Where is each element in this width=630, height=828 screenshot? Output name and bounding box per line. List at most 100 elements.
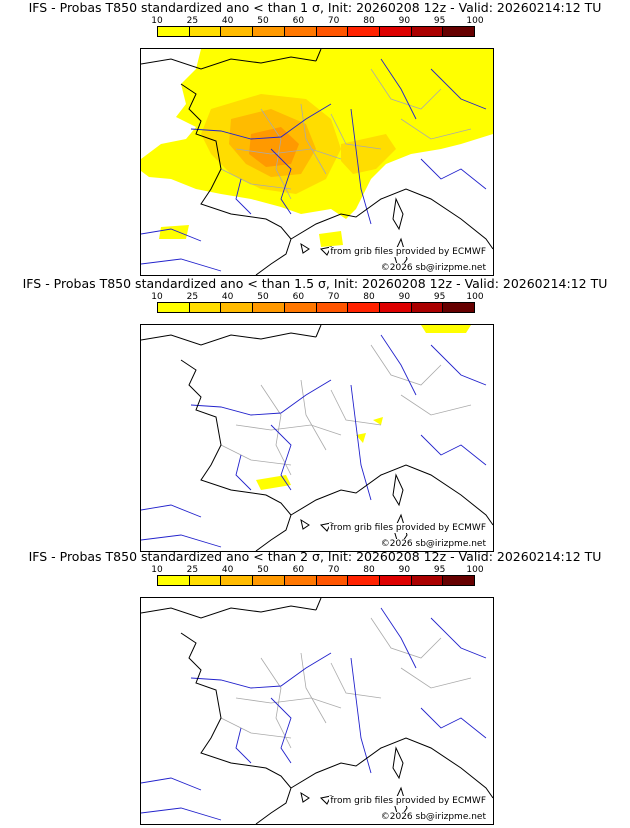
panel-title: IFS - Probas T850 standardized ano < tha…: [28, 549, 602, 564]
shade-50-percent: [249, 127, 299, 167]
ecmwf-credit: from grib files provided by ECMWF: [329, 796, 487, 806]
panel-title: IFS - Probas T850 standardized ano < tha…: [22, 276, 608, 291]
colorbar-swatch: [158, 576, 190, 585]
colorbar-tick-label: 100: [466, 292, 484, 302]
colorbar-tick-label: 60: [292, 565, 305, 575]
colorbar-swatch: [443, 27, 475, 36]
colorbar-swatch: [253, 27, 285, 36]
shade-10-percent-east: [341, 134, 396, 174]
colorbar-swatch: [158, 27, 190, 36]
colorbar-swatch: [253, 303, 285, 312]
colorbar-tick-label: 25: [186, 565, 199, 575]
colorbar-swatch: [253, 576, 285, 585]
copyright-credit: ©2026 sb@irizpme.net: [379, 263, 487, 273]
colorbar-swatch: [284, 27, 317, 36]
colorbar-tick-label: 95: [433, 565, 446, 575]
colorbar-tick-label: 70: [327, 292, 340, 302]
colorbar-tick-label: 10: [151, 16, 163, 26]
shade-10-percent-spot: [319, 231, 343, 247]
colorbar-swatch: [316, 303, 349, 312]
colorbar-tick-label: 40: [221, 16, 234, 26]
colorbar-tick-label: 60: [292, 292, 305, 302]
colorbar-tick-label: 80: [363, 292, 375, 302]
ecmwf-credit: from grib files provided by ECMWF: [329, 247, 487, 257]
colorbar-swatch: [379, 576, 412, 585]
probability-map: [141, 49, 493, 275]
colorbar-tick-label: 90: [398, 16, 411, 26]
colorbar-swatch: [316, 27, 349, 36]
colorbar: [157, 26, 475, 37]
colorbar-tick-label: 90: [398, 565, 411, 575]
colorbar-tick-label: 90: [398, 292, 411, 302]
admin-borders: [220, 68, 472, 200]
shade-10-percent-spot: [159, 225, 189, 239]
probability-shading: [141, 49, 493, 247]
coastlines: [141, 325, 493, 551]
colorbar-swatch: [189, 303, 222, 312]
admin-borders: [220, 344, 472, 476]
colorbar-tick-label: 95: [433, 292, 446, 302]
colorbar-tick-label: 40: [221, 565, 234, 575]
shade-10-percent: [373, 417, 383, 425]
colorbar-swatch: [316, 576, 349, 585]
probability-shading: [256, 325, 471, 490]
rivers: [141, 58, 487, 272]
colorbar-swatch: [284, 303, 317, 312]
coastlines: [141, 598, 493, 824]
colorbar-swatch: [348, 576, 380, 585]
colorbar-swatch: [189, 27, 222, 36]
map-frame: from grib files provided by ECMWF ©2026 …: [140, 324, 494, 552]
colorbar-swatch: [379, 27, 412, 36]
copyright-credit: ©2026 sb@irizpme.net: [379, 539, 487, 549]
colorbar-swatch: [443, 303, 475, 312]
colorbar-tick-label: 100: [466, 16, 484, 26]
colorbar-tick-label: 50: [257, 16, 269, 26]
colorbar-tick-label: 80: [363, 16, 375, 26]
map-panel-1: IFS - Probas T850 standardized ano < tha…: [0, 0, 630, 276]
map-panel-3: IFS - Probas T850 standardized ano < tha…: [0, 549, 630, 825]
colorbar-swatch: [221, 576, 254, 585]
colorbar-tick-label: 80: [363, 565, 375, 575]
coastlines: [141, 49, 493, 275]
colorbar-tick-label: 10: [151, 292, 163, 302]
colorbar: [157, 302, 475, 313]
panel-title: IFS - Probas T850 standardized ano < tha…: [28, 0, 602, 15]
colorbar-tick-label: 60: [292, 16, 305, 26]
colorbar-swatch: [221, 303, 254, 312]
colorbar-swatch: [411, 27, 444, 36]
colorbar-tick-label: 70: [327, 565, 340, 575]
colorbar-ticks: 10 25 40 50 60 70 80 90 95 100: [151, 16, 483, 27]
copyright-credit: ©2026 sb@irizpme.net: [379, 812, 487, 822]
colorbar-tick-label: 10: [151, 565, 163, 575]
map-frame: from grib files provided by ECMWF ©2026 …: [140, 48, 494, 276]
colorbar-swatch: [158, 303, 190, 312]
colorbar-tick-label: 40: [221, 292, 234, 302]
colorbar-swatch: [411, 576, 444, 585]
colorbar-tick-label: 50: [257, 292, 269, 302]
colorbar: [157, 575, 475, 586]
admin-borders: [220, 617, 472, 749]
colorbar-swatch: [284, 576, 317, 585]
colorbar-tick-label: 25: [186, 292, 199, 302]
rivers: [141, 334, 487, 548]
shade-10-percent: [256, 475, 291, 490]
colorbar-ticks: 10 25 40 50 60 70 80 90 95 100: [151, 292, 483, 303]
colorbar-ticks: 10 25 40 50 60 70 80 90 95 100: [151, 565, 483, 576]
colorbar-swatch: [411, 303, 444, 312]
map-panel-2: IFS - Probas T850 standardized ano < tha…: [0, 276, 630, 552]
shade-10-percent: [421, 325, 471, 333]
colorbar-tick-label: 50: [257, 565, 269, 575]
probability-map: [141, 598, 493, 824]
shade-10-percent: [356, 433, 366, 443]
colorbar-swatch: [443, 576, 475, 585]
colorbar-swatch: [348, 27, 380, 36]
map-frame: from grib files provided by ECMWF ©2026 …: [140, 597, 494, 825]
colorbar-swatch: [189, 576, 222, 585]
colorbar-swatch: [348, 303, 380, 312]
colorbar-tick-label: 25: [186, 16, 199, 26]
ecmwf-credit: from grib files provided by ECMWF: [329, 523, 487, 533]
probability-map: [141, 325, 493, 551]
colorbar-swatch: [379, 303, 412, 312]
colorbar-tick-label: 70: [327, 16, 340, 26]
colorbar-tick-label: 100: [466, 565, 484, 575]
